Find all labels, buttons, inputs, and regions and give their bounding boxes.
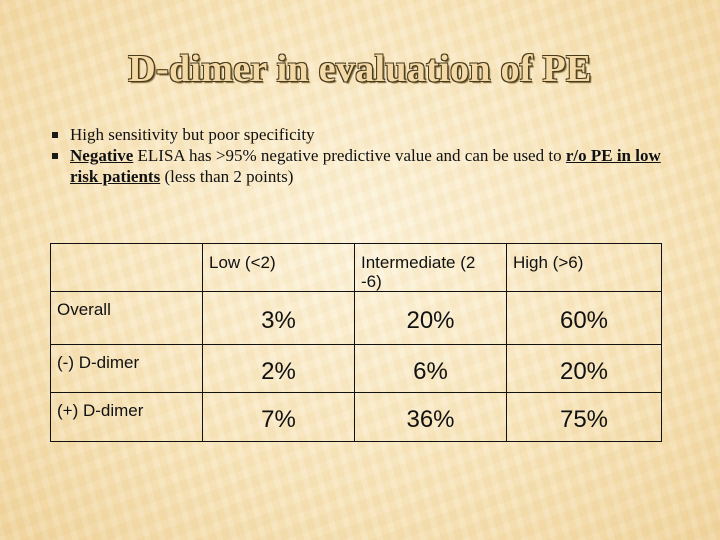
row-label: (-) D-dimer (50, 344, 203, 393)
bullet-list: High sensitivity but poor specificity Ne… (52, 124, 672, 187)
bullet-square-icon (52, 153, 58, 159)
table-row: (-) D-dimer 2% 6% 20% (50, 344, 662, 393)
table-cell: 6% (354, 344, 507, 393)
table-header-cell: Low (<2) (202, 243, 355, 292)
table-cell: 7% (202, 392, 355, 442)
slide-title: D-dimer in evaluation of PE (128, 48, 592, 90)
bullet-text: (less than 2 points) (160, 167, 294, 186)
row-label: (+) D-dimer (50, 392, 203, 442)
table-cell: 20% (354, 291, 507, 345)
table-cell: 60% (506, 291, 662, 345)
table-cell: 3% (202, 291, 355, 345)
bullet-emphasis: Negative (70, 146, 134, 165)
table-cell: 75% (506, 392, 662, 442)
table-cell: 20% (506, 344, 662, 393)
row-label: Overall (50, 291, 203, 345)
table-header-cell: High (>6) (506, 243, 662, 292)
table-cell: 36% (354, 392, 507, 442)
table-row: Overall 3% 20% 60% (50, 291, 662, 345)
table-row: (+) D-dimer 7% 36% 75% (50, 392, 662, 442)
bullet-text: High sensitivity but poor specificity (70, 125, 315, 144)
risk-table: Low (<2) Intermediate (2 -6) High (>6) O… (50, 243, 662, 442)
bullet-square-icon (52, 132, 58, 138)
bullet-text: ELISA has >95% negative predictive value… (133, 146, 566, 165)
table-cell: 2% (202, 344, 355, 393)
bullet-item: High sensitivity but poor specificity (52, 124, 672, 145)
table-header-row: Low (<2) Intermediate (2 -6) High (>6) (50, 243, 662, 292)
bullet-item: Negative ELISA has >95% negative predict… (52, 145, 672, 187)
bullet-emphasis: r/o PE in low risk patients (70, 146, 661, 186)
table-header-cell: Intermediate (2 -6) (354, 243, 507, 292)
table-header-cell (50, 243, 203, 292)
